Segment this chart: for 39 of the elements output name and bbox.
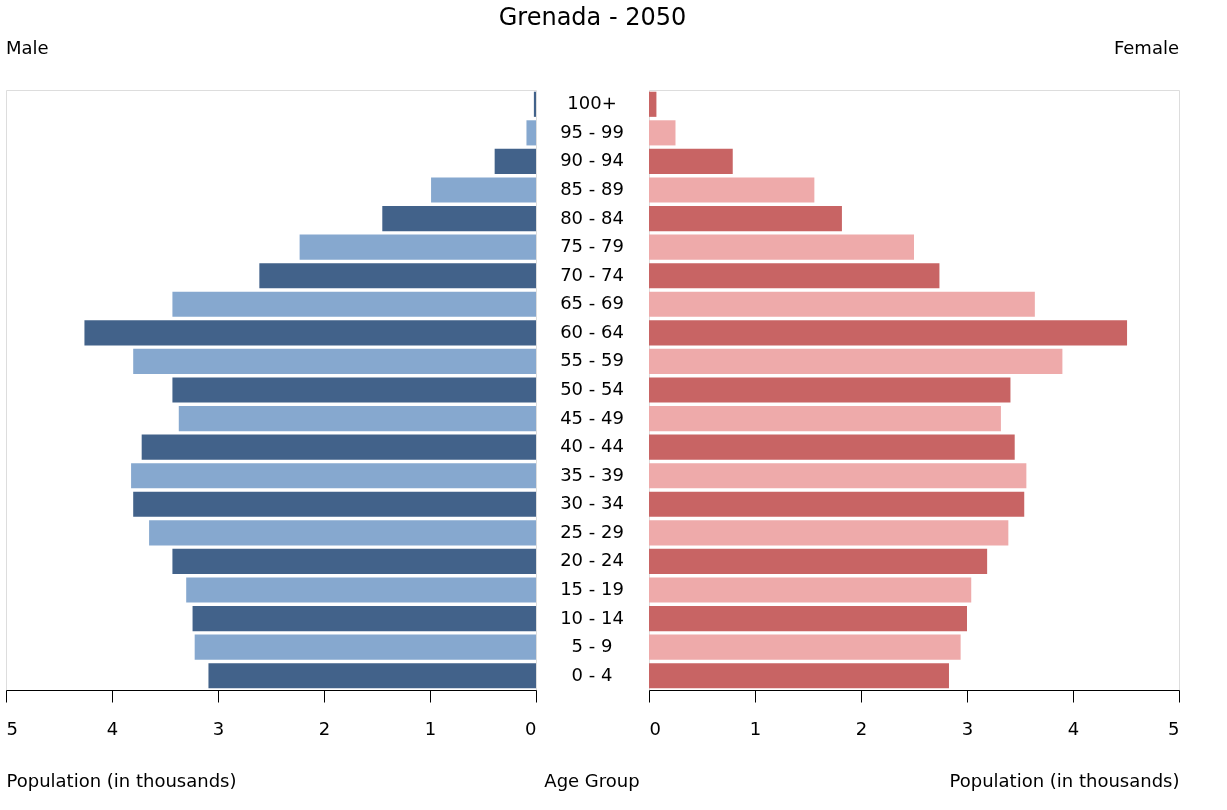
y-tick-label: 20 - 24 <box>560 549 624 571</box>
y-tick-label: 60 - 64 <box>560 320 624 342</box>
x-tick-label: 0 <box>649 717 661 739</box>
y-tick-label: 75 - 79 <box>560 235 624 257</box>
y-tick-label: 35 - 39 <box>560 463 624 485</box>
text: Female <box>1113 37 1179 58</box>
x-tick-label: 4 <box>106 717 119 739</box>
y-tick-label: 85 - 89 <box>560 178 624 199</box>
x-tick-label: 3 <box>961 717 974 739</box>
y-tick-label: 70 - 74 <box>560 263 624 285</box>
y-tick-label: 40 - 44 <box>560 435 624 457</box>
y-tick-label: 100+ <box>567 92 617 114</box>
y-tick-label: 0 - 4 <box>571 663 613 685</box>
y-tick-label: 30 - 34 <box>560 492 624 514</box>
x-axis-title: Population (in thousands) <box>6 769 237 791</box>
x-tick-label: 3 <box>212 717 225 739</box>
y-tick-label: 80 - 84 <box>560 206 624 228</box>
y-axis-title: Age Group <box>544 769 640 791</box>
x-tick-label: 1 <box>424 717 437 739</box>
y-tick-label: 55 - 59 <box>560 349 624 371</box>
x-tick-label: 0 <box>525 717 537 739</box>
x-tick-label: 1 <box>749 717 762 739</box>
x-tick-label: 5 <box>1168 717 1180 739</box>
y-tick-label: 95 - 99 <box>560 120 624 142</box>
x-tick-label: 2 <box>318 717 331 739</box>
y-tick-label: 25 - 29 <box>560 520 624 542</box>
y-tick-label: 10 - 14 <box>560 606 624 628</box>
y-tick-label: 65 - 69 <box>560 292 624 314</box>
text: Male <box>6 37 49 58</box>
y-tick-label: 90 - 94 <box>560 149 624 171</box>
x-axis-title: Population (in thousands) <box>949 769 1180 791</box>
x-tick-label: 2 <box>855 717 868 739</box>
y-tick-label: 15 - 19 <box>560 578 624 599</box>
y-tick-label: 50 - 54 <box>560 378 624 399</box>
x-tick-label: 5 <box>6 717 18 739</box>
y-tick-label: 5 - 9 <box>571 635 613 657</box>
x-tick-label: 4 <box>1067 717 1080 739</box>
y-tick-label: 45 - 49 <box>560 406 624 428</box>
text: Grenada - 2050 <box>498 2 687 31</box>
